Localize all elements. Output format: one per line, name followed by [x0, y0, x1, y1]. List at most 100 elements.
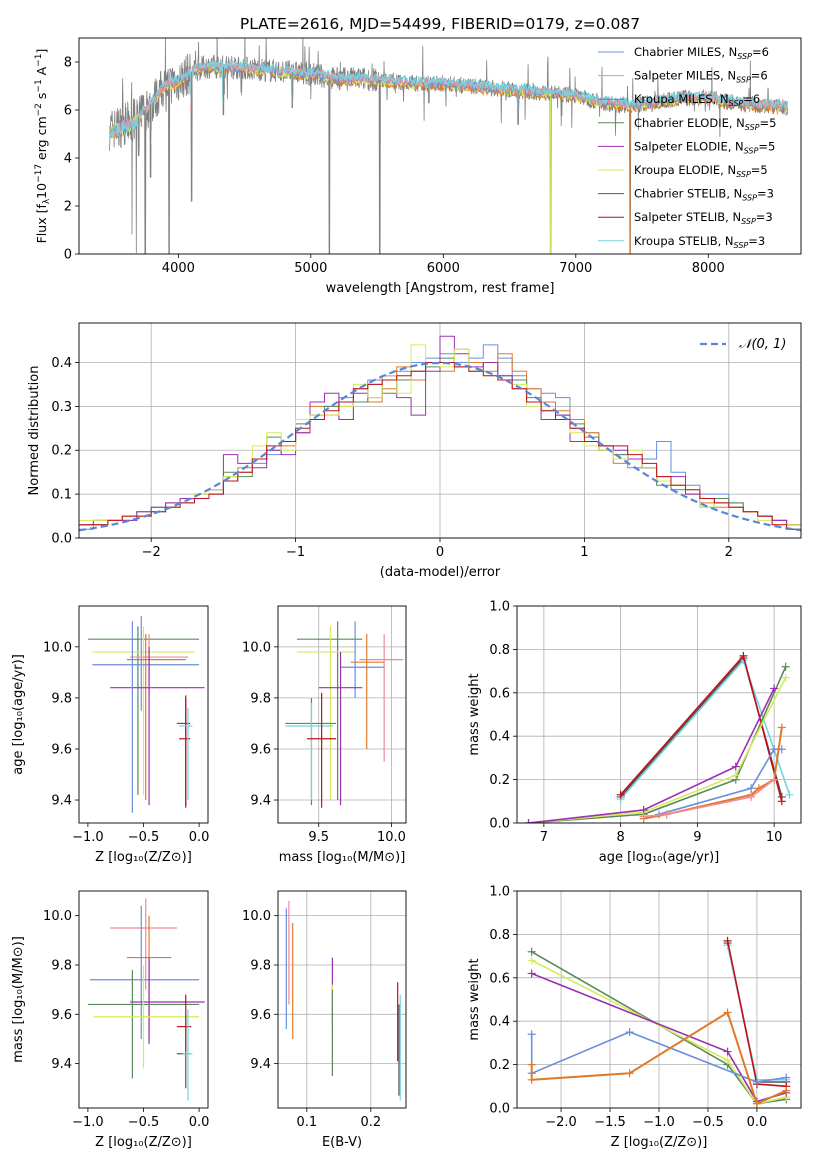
panel-residuals: −2 −1 0 1 2 0.0 0.1 0.2 0.3 0.4 (data-model)/error… — [27, 322, 802, 580]
legend-label: Chabrier ELODIE, NSSP=5 — [634, 116, 776, 132]
legend-suffix: =5 — [751, 163, 768, 177]
weight-marker — [752, 1099, 761, 1108]
panel-massweight-vs-Z: −2.0 −1.5 −1.0 −0.5 0.0 0.0 0.2 0.4 0.6 0.8 1.0 Z [… — [467, 885, 802, 1150]
y-tick-label: 6 — [64, 104, 72, 119]
weight-line-chabrier_elodie — [528, 666, 787, 823]
weight-line-salpeter_miles — [643, 778, 775, 818]
legend-subscript: SSP — [745, 123, 760, 132]
legend-label: Salpeter MILES, NSSP=6 — [634, 69, 768, 85]
y-tick-label: 1.0 — [489, 600, 510, 615]
x-tick-label: −1 — [286, 545, 305, 560]
x-tick-label: 6000 — [427, 261, 460, 276]
y-tick-label: 10.0 — [43, 640, 72, 655]
y-axis-label: mass weight — [467, 958, 482, 1040]
axes-frame — [78, 322, 802, 539]
y-tick-label: 10.0 — [242, 909, 271, 924]
legend-label: Chabrier MILES, NSSP=6 — [634, 45, 769, 61]
legend-subscript: SSP — [734, 241, 749, 250]
model-spectrum-kroupa_stelib — [108, 58, 789, 147]
legend-subscript: SSP — [736, 76, 751, 85]
weight-marker — [770, 745, 779, 754]
y-axis-label-part: −2 — [34, 103, 44, 116]
y-axis-label-part: λ — [42, 198, 52, 204]
y-tick-label: 0 — [64, 248, 72, 263]
x-tick-label: 7000 — [559, 261, 592, 276]
y-tick-label: 0.4 — [489, 1015, 510, 1030]
x-axis-label: age [log₁₀(age/yr)] — [599, 850, 720, 865]
y-axis-label-part: A — [34, 66, 49, 79]
plot-area — [87, 898, 205, 1101]
y-axis-label-part: Flux [f — [34, 204, 49, 244]
y-tick-label: 1.0 — [489, 885, 510, 900]
weight-marker — [747, 792, 756, 801]
legend-subscript: SSP — [737, 52, 752, 61]
legend-label: Kroupa STELIB, NSSP=3 — [634, 234, 765, 250]
weight-marker — [527, 947, 536, 956]
y-tick-label: 0.3 — [51, 400, 72, 415]
x-tick-label: 0.0 — [189, 1115, 210, 1130]
weight-marker — [616, 790, 625, 799]
x-axis-label: wavelength [Angstrom, rest frame] — [326, 281, 555, 296]
y-tick-label: 9.4 — [250, 794, 271, 809]
y-tick-label: 0.2 — [489, 1058, 510, 1073]
y-tick-label: 0.8 — [489, 928, 510, 943]
y-tick-label: 9.4 — [51, 1057, 72, 1072]
x-tick-label: 7 — [540, 830, 548, 845]
x-tick-label: −1.0 — [643, 1115, 675, 1130]
weight-marker — [739, 651, 748, 660]
legend-suffix: =5 — [760, 116, 777, 130]
weight-marker — [777, 797, 786, 806]
legend-name: Salpeter MILES, N — [634, 69, 736, 83]
y-axis-label-part: erg cm — [34, 116, 49, 164]
y-tick-label: 9.6 — [51, 1008, 72, 1023]
axes-frame — [516, 890, 802, 1109]
y-tick-label: 4 — [64, 152, 72, 167]
weight-line-salpeter_elodie — [528, 688, 775, 823]
y-tick-label: 0.2 — [489, 773, 510, 788]
legend-name: Salpeter STELIB, N — [634, 210, 741, 224]
legend-name: Chabrier STELIB, N — [634, 187, 742, 201]
weight-marker — [785, 790, 794, 799]
weight-marker — [782, 1086, 791, 1095]
weight-marker — [723, 936, 732, 945]
weight-marker — [625, 1069, 634, 1078]
weight-line-chabrier_elodie — [531, 951, 787, 1105]
y-tick-label: 9.8 — [51, 958, 72, 973]
axes-frame — [78, 605, 209, 824]
axes-frame — [78, 890, 209, 1109]
x-axis-label: E(B-V) — [322, 1135, 362, 1150]
panel-massweight-vs-age: 7 8 9 10 0.0 0.2 0.4 0.6 0.8 1.0 age [log₁₀(age/yr… — [467, 600, 802, 865]
x-tick-label: 2 — [725, 545, 733, 560]
y-axis-label: age [log₁₀(age/yr)] — [11, 654, 26, 775]
x-tick-label: 4000 — [162, 261, 195, 276]
panel-spectrum: 4000 5000 6000 7000 8000 0 2 4 6 8 wavelength [Ang… — [34, 15, 802, 296]
x-tick-label: 0.2 — [360, 1115, 381, 1130]
legend-suffix: =3 — [756, 210, 773, 224]
x-tick-label: 0.1 — [296, 1115, 317, 1130]
weight-line-kroupa_elodie — [528, 677, 787, 823]
legend-suffix: =6 — [743, 92, 760, 106]
x-tick-label: 9 — [693, 830, 701, 845]
y-tick-label: 10.0 — [43, 909, 72, 924]
y-axis-label-part: −17 — [34, 164, 44, 183]
y-tick-label: 0.0 — [489, 1102, 510, 1117]
axes-frame — [516, 605, 802, 824]
weight-marker — [723, 1047, 732, 1056]
panel-age-vs-mass: 9.5 10.0 9.4 9.6 9.8 10.0 mass [log₁₀(M/M⊙)] — [242, 605, 407, 865]
legend-subscript: SSP — [742, 194, 757, 203]
y-tick-label: 0.6 — [489, 686, 510, 701]
weight-marker — [625, 1028, 634, 1037]
x-tick-label: 1 — [580, 545, 588, 560]
y-tick-label: 9.8 — [250, 691, 271, 706]
legend-suffix: =3 — [757, 187, 774, 201]
weight-marker — [527, 1060, 536, 1069]
y-tick-label: 0.1 — [51, 488, 72, 503]
weight-marker — [527, 1075, 536, 1084]
y-tick-label: 0.4 — [489, 730, 510, 745]
panel-age-vs-Z: −1.0 −0.5 0.0 9.4 9.6 9.8 10.0 Z [log₁₀(Z/Z⊙)] a… — [11, 605, 209, 865]
y-tick-label: 9.6 — [51, 742, 72, 757]
legend-label: Chabrier STELIB, NSSP=3 — [634, 187, 774, 203]
x-tick-label: 5000 — [294, 261, 327, 276]
x-tick-label: 10 — [766, 830, 783, 845]
